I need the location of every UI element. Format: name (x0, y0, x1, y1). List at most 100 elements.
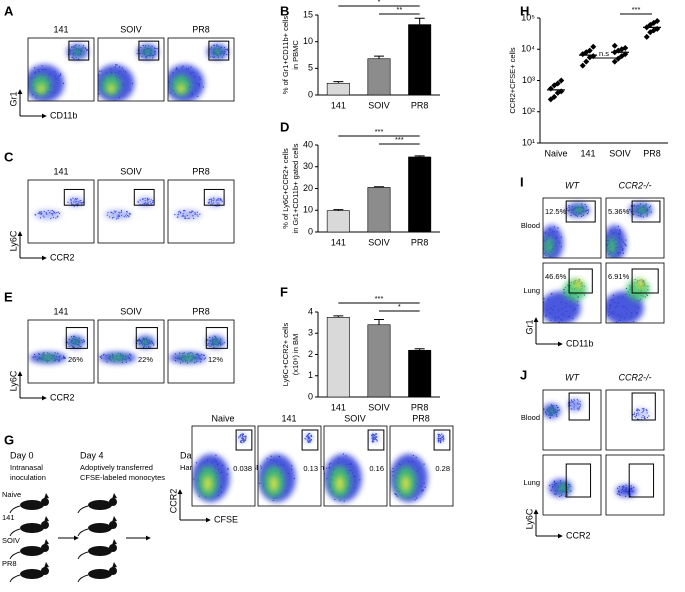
mouse-ear (112, 493, 117, 499)
gate-value: 26% (68, 355, 83, 364)
plot-frame (542, 197, 602, 259)
bar (367, 324, 391, 398)
event (547, 259, 548, 260)
mouse-head (41, 567, 49, 575)
gate (68, 40, 90, 61)
plot-frame (542, 454, 602, 516)
plot-frame (323, 425, 388, 507)
y-tick-label: 0 (308, 89, 313, 99)
flow-plot (97, 319, 165, 384)
panel-letter: F (280, 284, 288, 299)
error-bar (374, 318, 384, 325)
mouse-body (88, 546, 112, 556)
density-blob (104, 210, 131, 220)
density-blob (72, 48, 83, 56)
x-tick-label: SOIV (368, 237, 390, 247)
flow-plot (605, 389, 665, 451)
gate (628, 463, 655, 498)
axis-label: CD11b (50, 110, 77, 120)
density-blob (567, 399, 582, 411)
event (95, 83, 96, 84)
gate (135, 327, 158, 349)
plot-bg (606, 455, 664, 515)
gate-value: 6.91% (608, 272, 630, 281)
error-bar (333, 81, 344, 84)
y-tick-label: 0 (308, 226, 313, 236)
group-label: PR8 (2, 559, 17, 568)
mouse-ear (112, 539, 117, 545)
timeline-text: inoculation (10, 473, 46, 482)
flow-plot (95, 37, 165, 102)
gate-value: 5.36% (608, 207, 630, 216)
panel-letter: H (520, 3, 529, 18)
axis-label: CD11b (566, 338, 593, 348)
y-axis-label: Ly6C+CCR2+ cells (281, 323, 290, 387)
density-blob (269, 475, 279, 492)
density-blob (636, 206, 648, 214)
axis-label: CCR2 (168, 489, 178, 514)
y-tick-label: 2 (308, 349, 313, 359)
axis-label: Ly6C (8, 370, 18, 391)
density-blob (615, 485, 637, 497)
bar (408, 156, 432, 233)
y-axis-label: % of Ly6C+CCR2+ cells (281, 148, 290, 229)
density-blob (38, 354, 58, 361)
flow-plot (323, 425, 388, 507)
gate-value: 0.038 (233, 464, 252, 473)
gate (65, 327, 88, 349)
flow-plot (27, 319, 95, 384)
gate (631, 392, 656, 421)
point (579, 62, 586, 69)
flow-plot (605, 262, 665, 324)
error-bar (374, 55, 384, 59)
y-tick-label: 0 (308, 391, 313, 401)
plot-frame (167, 179, 235, 244)
plot-frame (27, 179, 95, 244)
y-tick-label: 30 (303, 161, 313, 171)
plot-frame (191, 425, 256, 507)
plot-frame (542, 389, 602, 451)
gate (203, 188, 225, 206)
mouse-ear (44, 562, 49, 568)
gate-value: 0.13 (303, 464, 318, 473)
panel-letter: E (4, 289, 13, 304)
event (540, 309, 541, 310)
bar (326, 82, 350, 96)
gate-value: 0.28 (435, 464, 450, 473)
y-tick-label: 10⁵ (521, 12, 535, 22)
gate (138, 40, 160, 61)
mouse-tail (77, 551, 89, 560)
flow-plot (167, 37, 235, 102)
point (643, 33, 650, 40)
plot-frame (167, 319, 235, 384)
column-label: CCR2-/- (619, 372, 652, 382)
mouse-body (20, 500, 44, 510)
density-blob (70, 338, 81, 346)
error-bar (414, 348, 425, 351)
plot-frame (542, 262, 602, 324)
timeline-text: Intranasal (10, 463, 43, 472)
gate (205, 327, 228, 349)
plot-frame (605, 454, 665, 516)
significance-label: *** (375, 127, 384, 136)
density (548, 479, 573, 498)
gate (631, 268, 659, 294)
flow-plot (257, 425, 322, 507)
mouse-ear (44, 539, 49, 545)
density-blob (238, 433, 247, 443)
mouse-ear (112, 562, 117, 568)
flow-plot (27, 37, 95, 102)
gate-value: 46.6% (545, 272, 567, 281)
density (104, 197, 154, 220)
flow-plot (605, 197, 665, 259)
plot-title: SOIV (120, 306, 142, 316)
significance-label: *** (632, 5, 641, 14)
density-blob (632, 408, 650, 420)
bar (326, 210, 350, 233)
density-blob (544, 237, 554, 255)
plot-frame (257, 425, 322, 507)
y-tick-label: 1 (308, 370, 313, 380)
x-tick-label: SOIV (368, 100, 390, 110)
mouse-head (41, 544, 49, 552)
density-blob (573, 279, 583, 289)
